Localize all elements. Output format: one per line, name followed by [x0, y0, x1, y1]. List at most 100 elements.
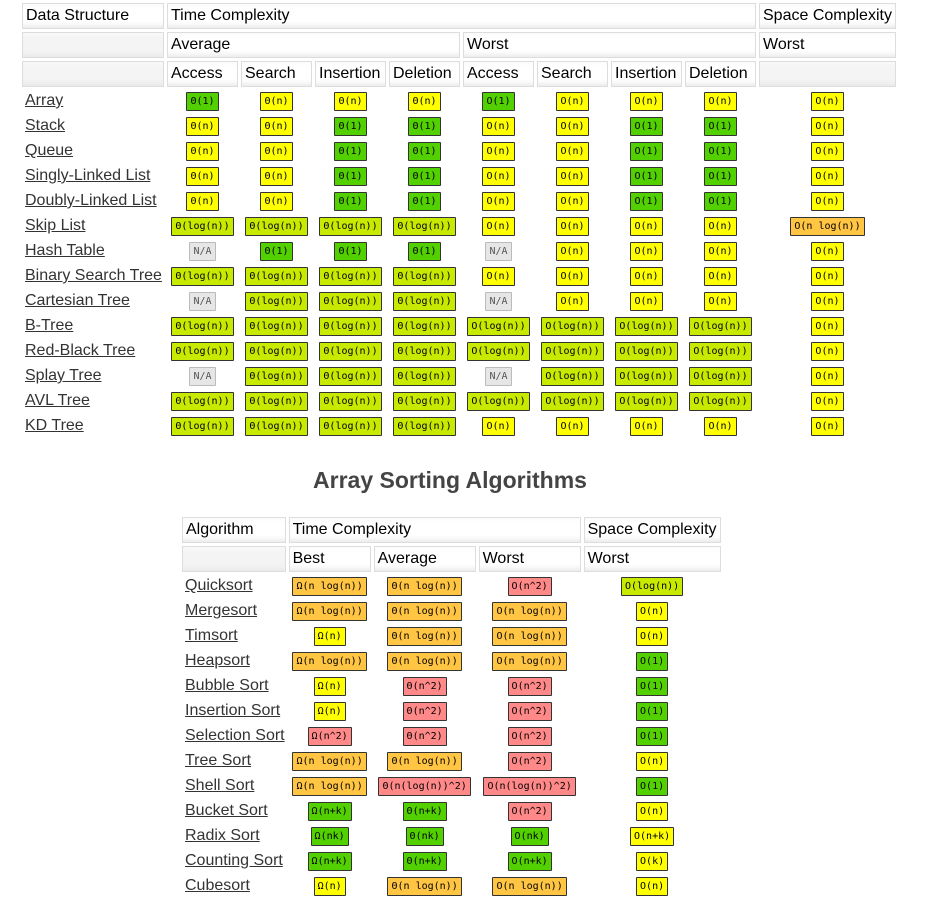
complexity-cell: Θ(log(n)): [241, 215, 312, 237]
complexity-cell: Θ(log(n)): [241, 415, 312, 437]
complexity-cell: O(k): [584, 850, 721, 872]
sorting-algorithms-table: Algorithm Time Complexity Space Complexi…: [179, 514, 724, 900]
complexity-cell: O(n): [611, 265, 682, 287]
complexity-badge: N/A: [485, 292, 512, 311]
complexity-badge: Θ(n): [260, 92, 293, 111]
link-cartesian-tree[interactable]: Cartesian Tree: [25, 292, 130, 309]
complexity-cell: O(n): [759, 165, 896, 187]
link-shell-sort[interactable]: Shell Sort: [185, 777, 255, 794]
complexity-cell: O(1): [685, 140, 756, 162]
complexity-badge: O(n): [556, 292, 589, 311]
complexity-badge: O(log(n)): [467, 342, 530, 361]
complexity-cell: Θ(1): [389, 140, 460, 162]
link-counting-sort[interactable]: Counting Sort: [185, 852, 283, 869]
complexity-cell: O(n): [537, 240, 608, 262]
complexity-badge: O(n): [482, 267, 515, 286]
complexity-badge: O(n): [630, 217, 663, 236]
link-doubly-linked-list[interactable]: Doubly-Linked List: [25, 192, 157, 209]
complexity-badge: O(n): [704, 217, 737, 236]
complexity-badge: O(n): [482, 117, 515, 136]
complexity-badge: O(n): [556, 167, 589, 186]
complexity-cell: O(n): [759, 340, 896, 362]
link-stack[interactable]: Stack: [25, 117, 66, 134]
table-row: Bucket Sort Ω(n+k) Θ(n+k) O(n^2) O(n): [182, 800, 721, 822]
complexity-badge: Θ(n): [260, 192, 293, 211]
row-name-cell: Hash Table: [22, 240, 164, 262]
link-insertion-sort[interactable]: Insertion Sort: [185, 702, 281, 719]
complexity-cell: Θ(log(n)): [241, 365, 312, 387]
link-tree-sort[interactable]: Tree Sort: [185, 752, 252, 769]
complexity-badge: O(n): [482, 192, 515, 211]
complexity-cell: Ω(n log(n)): [289, 650, 371, 672]
complexity-cell: O(n+k): [479, 850, 581, 872]
complexity-cell: Θ(log(n)): [241, 315, 312, 337]
link-skip-list[interactable]: Skip List: [25, 217, 86, 234]
complexity-badge: Θ(log(n)): [393, 392, 456, 411]
table-row: Skip List Θ(log(n)) Θ(log(n)) Θ(log(n)) Θ(lo…: [22, 215, 896, 237]
complexity-cell: O(nk): [479, 825, 581, 847]
complexity-badge: O(n^2): [507, 677, 552, 696]
link-kd-tree[interactable]: KD Tree: [25, 417, 84, 434]
link-queue[interactable]: Queue: [25, 142, 74, 159]
link-hash-table[interactable]: Hash Table: [25, 242, 105, 259]
link-timsort[interactable]: Timsort: [185, 627, 238, 644]
complexity-badge: O(n+k): [630, 827, 675, 846]
complexity-cell: Θ(log(n)): [315, 415, 386, 437]
col-header: Search: [537, 61, 608, 87]
complexity-badge: O(n log(n)): [492, 602, 567, 621]
complexity-cell: Ω(n^2): [289, 725, 371, 747]
row-name-cell: Shell Sort: [182, 775, 286, 797]
table-row: Tree Sort Ω(n log(n)) Θ(n log(n)) O(n^2) O(n…: [182, 750, 721, 772]
link-splay-tree[interactable]: Splay Tree: [25, 367, 102, 384]
complexity-cell: Θ(1): [389, 165, 460, 187]
complexity-cell: O(n): [537, 290, 608, 312]
table-row: Selection Sort Ω(n^2) Θ(n^2) O(n^2) O(1): [182, 725, 721, 747]
complexity-cell: Θ(log(n)): [241, 390, 312, 412]
link-mergesort[interactable]: Mergesort: [185, 602, 258, 619]
link-singly-linked-list[interactable]: Singly-Linked List: [25, 167, 151, 184]
link-cubesort[interactable]: Cubesort: [185, 877, 250, 894]
header-blank: [22, 61, 164, 87]
complexity-badge: Θ(log(n)): [171, 342, 234, 361]
complexity-badge: Θ(n): [260, 117, 293, 136]
complexity-badge: Θ(log(n)): [319, 317, 382, 336]
complexity-cell: Ω(n+k): [289, 800, 371, 822]
complexity-badge: O(log(n)): [689, 392, 752, 411]
complexity-badge: Θ(n log(n)): [387, 652, 462, 671]
link-b-tree[interactable]: B-Tree: [25, 317, 74, 334]
link-binary-search-tree[interactable]: Binary Search Tree: [25, 267, 162, 284]
complexity-badge: O(log(n)): [689, 367, 752, 386]
complexity-cell: Ω(n+k): [289, 850, 371, 872]
complexity-cell: O(n): [759, 365, 896, 387]
complexity-cell: Θ(log(n)): [167, 315, 238, 337]
link-bubble-sort[interactable]: Bubble Sort: [185, 677, 269, 694]
complexity-badge: Θ(n+k): [402, 852, 447, 871]
complexity-cell: O(log(n)): [463, 340, 534, 362]
table-row: Quicksort Ω(n log(n)) Θ(n log(n)) O(n^2) O(l…: [182, 575, 721, 597]
complexity-cell: O(n): [759, 240, 896, 262]
complexity-cell: O(n): [584, 800, 721, 822]
link-selection-sort[interactable]: Selection Sort: [185, 727, 285, 744]
complexity-cell: O(n): [584, 750, 721, 772]
complexity-cell: Θ(n(log(n))^2): [374, 775, 476, 797]
link-bucket-sort[interactable]: Bucket Sort: [185, 802, 268, 819]
link-red-black-tree[interactable]: Red-Black Tree: [25, 342, 136, 359]
link-heapsort[interactable]: Heapsort: [185, 652, 250, 669]
link-avl-tree[interactable]: AVL Tree: [25, 392, 90, 409]
link-radix-sort[interactable]: Radix Sort: [185, 827, 260, 844]
link-quicksort[interactable]: Quicksort: [185, 577, 253, 594]
complexity-badge: N/A: [189, 292, 216, 311]
complexity-cell: O(n): [759, 415, 896, 437]
complexity-cell: Θ(n): [241, 165, 312, 187]
complexity-badge: Θ(n): [408, 92, 441, 111]
complexity-badge: Θ(n log(n)): [387, 752, 462, 771]
link-array[interactable]: Array: [25, 92, 64, 109]
complexity-cell: O(n): [537, 265, 608, 287]
row-name-cell: Radix Sort: [182, 825, 286, 847]
complexity-badge: O(1): [636, 652, 669, 671]
complexity-cell: O(log(n)): [537, 365, 608, 387]
complexity-badge: O(n^2): [507, 702, 552, 721]
complexity-cell: O(log(n)): [537, 340, 608, 362]
data-structures-body: Array Θ(1) Θ(n) Θ(n) Θ(n) O(1) O(n) O(n) O(n) O(n…: [22, 90, 896, 437]
complexity-badge: O(n): [630, 92, 663, 111]
